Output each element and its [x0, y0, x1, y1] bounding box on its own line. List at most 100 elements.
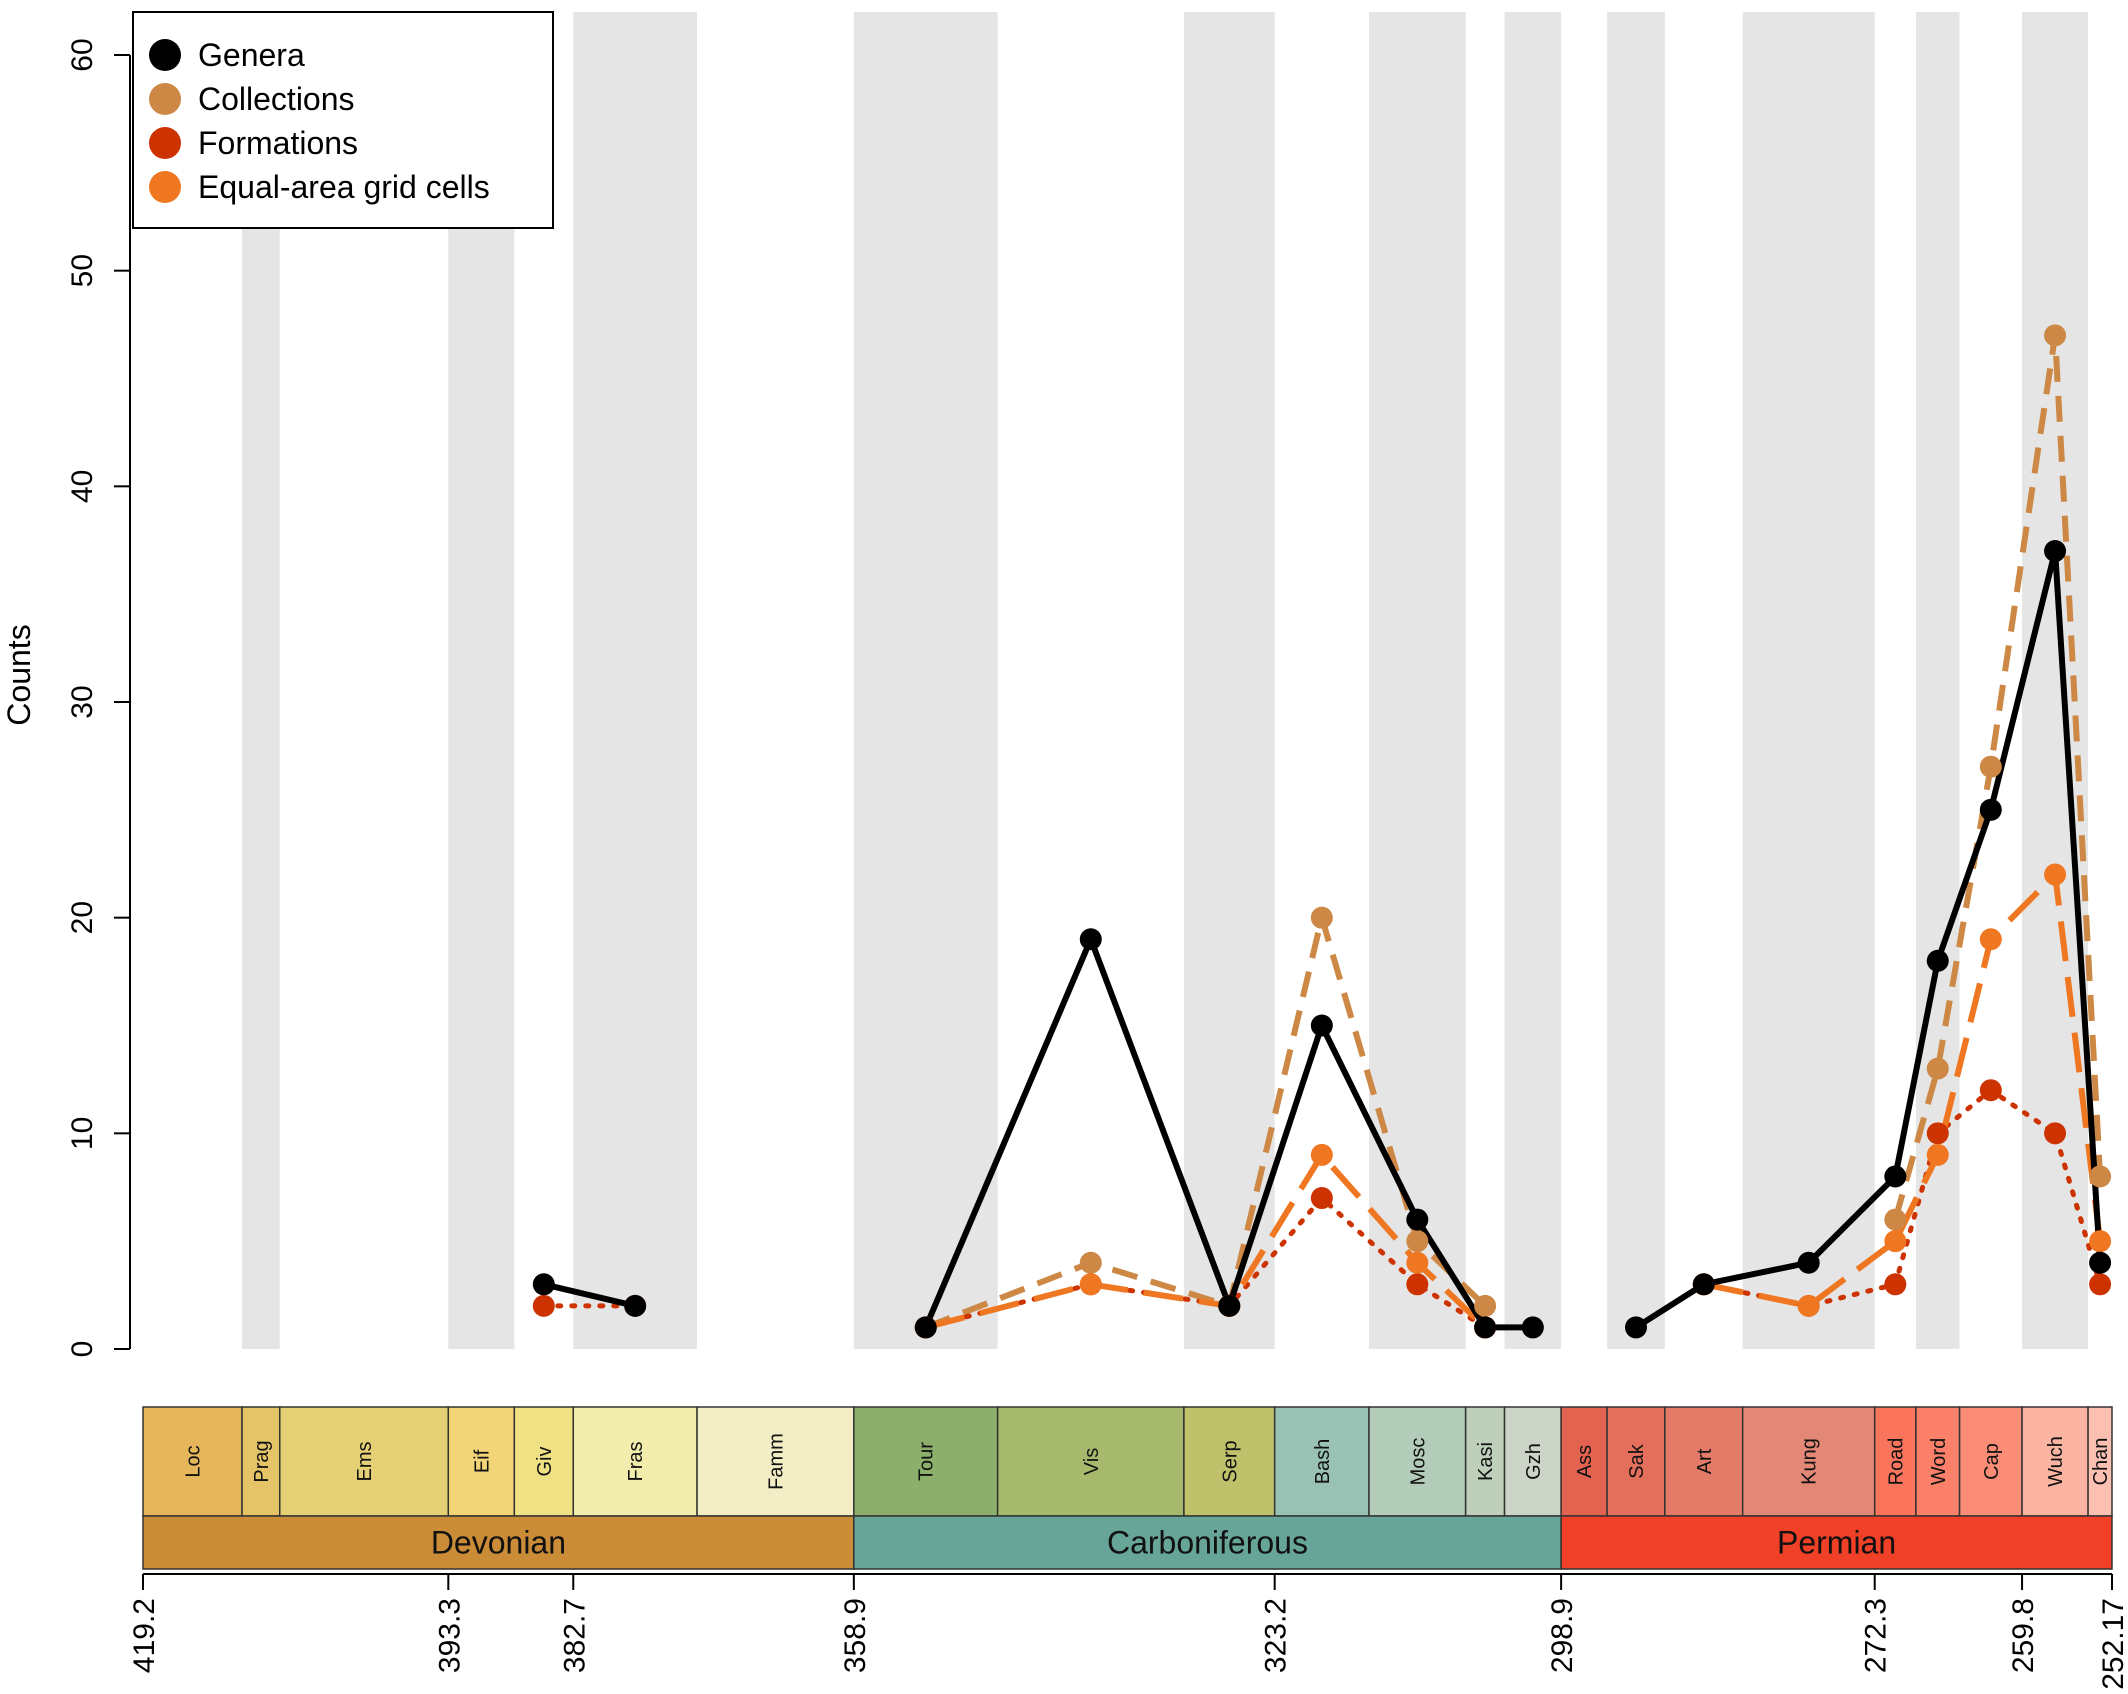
- equal-area-grid-cells-point: [2089, 1230, 2112, 1253]
- legend-box: [132, 11, 554, 229]
- formations-point: [532, 1294, 555, 1317]
- collections-point: [1406, 1230, 1429, 1253]
- stage-serp: [1183, 1406, 1276, 1517]
- stage-label-famm: Famm: [765, 1433, 787, 1490]
- x-tick-label-272-3: 272.3: [1860, 1598, 1893, 1673]
- collections-point: [2089, 1165, 2112, 1188]
- y-axis-label: Counts: [1, 624, 37, 725]
- formations-point: [1884, 1273, 1907, 1296]
- genera-point: [1624, 1316, 1647, 1339]
- period-label-devonian: Devonian: [431, 1525, 566, 1561]
- collections-point: [1926, 1057, 1949, 1080]
- x-tick-label-259-8: 259.8: [2007, 1598, 2040, 1673]
- formations-point: [2089, 1273, 2112, 1296]
- equal-area-grid-cells-point: [1926, 1143, 1949, 1166]
- genera-point: [914, 1316, 937, 1339]
- formations-point: [2044, 1122, 2067, 1145]
- genera-point: [1979, 798, 2002, 821]
- stage-label-mosc: Mosc: [1407, 1438, 1429, 1486]
- stage-vis: [996, 1406, 1185, 1517]
- genera-point: [532, 1273, 555, 1296]
- stage-label-vis: Vis: [1081, 1448, 1103, 1475]
- period-carboniferous: [853, 1515, 1562, 1570]
- band-prag: [242, 12, 280, 1349]
- y-tick-label-60: 60: [66, 38, 99, 71]
- legend-marker-genera: [149, 39, 181, 71]
- genera-line-segment-1: [543, 1281, 636, 1309]
- genera-point: [1310, 1014, 1333, 1037]
- formations-point: [1926, 1122, 1949, 1145]
- legend-label-formations: Formations: [198, 125, 358, 161]
- stage-label-giv: Giv: [534, 1447, 556, 1477]
- stage-label-fras: Fras: [625, 1442, 647, 1482]
- legend-label-genera: Genera: [198, 37, 305, 73]
- genera-point: [1926, 949, 1949, 972]
- equal-area-grid-cells-point: [1979, 928, 2002, 951]
- stage-label-kung: Kung: [1799, 1438, 1821, 1485]
- legend-marker-collections: [149, 83, 181, 115]
- stage-label-ems: Ems: [354, 1442, 376, 1482]
- stage-kung: [1741, 1406, 1876, 1517]
- band-serp: [1183, 12, 1275, 1349]
- x-tick-label-298-9: 298.9: [1546, 1598, 1579, 1673]
- legend-marker-equal-area-grid-cells: [149, 171, 181, 203]
- genera-point: [1884, 1165, 1907, 1188]
- genera-point: [2089, 1251, 2112, 1274]
- formations-point: [1979, 1079, 2002, 1102]
- collections-point: [1884, 1208, 1907, 1231]
- x-axis: 419.2 393.3 382.7 358.9 323.2 298.9 272.3 259.8…: [128, 1573, 2128, 1690]
- stage-fras: [572, 1406, 698, 1517]
- stage-label-loc: Loc: [183, 1445, 205, 1477]
- stage-label-eif: Eif: [471, 1449, 493, 1473]
- stage-label-wuch: Wuch: [2045, 1436, 2067, 1487]
- collections-point: [1474, 1294, 1497, 1317]
- stage-shading-bands: [242, 12, 2089, 1349]
- x-tick-label-323-2: 323.2: [1260, 1598, 1293, 1673]
- collections-point: [1079, 1251, 1102, 1274]
- equal-area-grid-cells-point: [1406, 1251, 1429, 1274]
- x-tick-label-382-7: 382.7: [558, 1598, 591, 1673]
- stage-cap: [1958, 1406, 2023, 1517]
- collections-point: [1979, 755, 2002, 778]
- formations-point: [1310, 1187, 1333, 1210]
- stage-label-art: Art: [1694, 1448, 1716, 1474]
- legend-label-collections: Collections: [198, 81, 355, 117]
- collections-point: [1310, 906, 1333, 929]
- period-label-carboniferous: Carboniferous: [1107, 1525, 1308, 1561]
- genera-point: [1406, 1208, 1429, 1231]
- equal-area-grid-cells-line-segment-1: [924, 1151, 1488, 1331]
- collections-point: [2044, 324, 2067, 347]
- stage-bash: [1273, 1406, 1370, 1517]
- band-tour: [853, 12, 998, 1349]
- period-label-permian: Permian: [1777, 1525, 1896, 1561]
- genera-point: [624, 1294, 647, 1317]
- band-gzh: [1504, 12, 1562, 1349]
- band-eif: [448, 12, 515, 1349]
- stage-label-chan: Chan: [2090, 1438, 2112, 1486]
- y-tick-label-40: 40: [66, 470, 99, 503]
- x-tick-label-358-9: 358.9: [839, 1598, 872, 1673]
- x-tick-label-252-17: 252.17: [2097, 1598, 2128, 1690]
- stage-label-road: Road: [1885, 1438, 1907, 1486]
- genera-point: [1521, 1316, 1544, 1339]
- period-timescale-bar: Devonian Carboniferous Permian: [142, 1515, 2113, 1570]
- collections-line-segment-1: [924, 914, 1488, 1331]
- genera-point: [2044, 540, 2067, 563]
- y-tick-label-50: 50: [66, 254, 99, 287]
- stage-mosc: [1368, 1406, 1467, 1517]
- band-fras: [573, 12, 698, 1349]
- stage-prag: [241, 1406, 281, 1517]
- period-permian: [1560, 1515, 2113, 1570]
- y-tick-label-20: 20: [66, 901, 99, 934]
- equal-area-grid-cells-point: [1797, 1294, 1820, 1317]
- band-kung: [1742, 12, 1875, 1349]
- y-tick-label-0: 0: [66, 1341, 99, 1358]
- stage-timescale-bar: Loc Prag Ems Eif Giv Fras Famm Tour Vis Serp Bash M…: [142, 1406, 2113, 1517]
- band-sak: [1607, 12, 1665, 1349]
- x-tick-label-419-2: 419.2: [128, 1598, 161, 1673]
- stage-label-cap: Cap: [1981, 1443, 2003, 1480]
- genera-point: [1692, 1273, 1715, 1296]
- genera-point: [1079, 928, 1102, 951]
- genera-point: [1797, 1251, 1820, 1274]
